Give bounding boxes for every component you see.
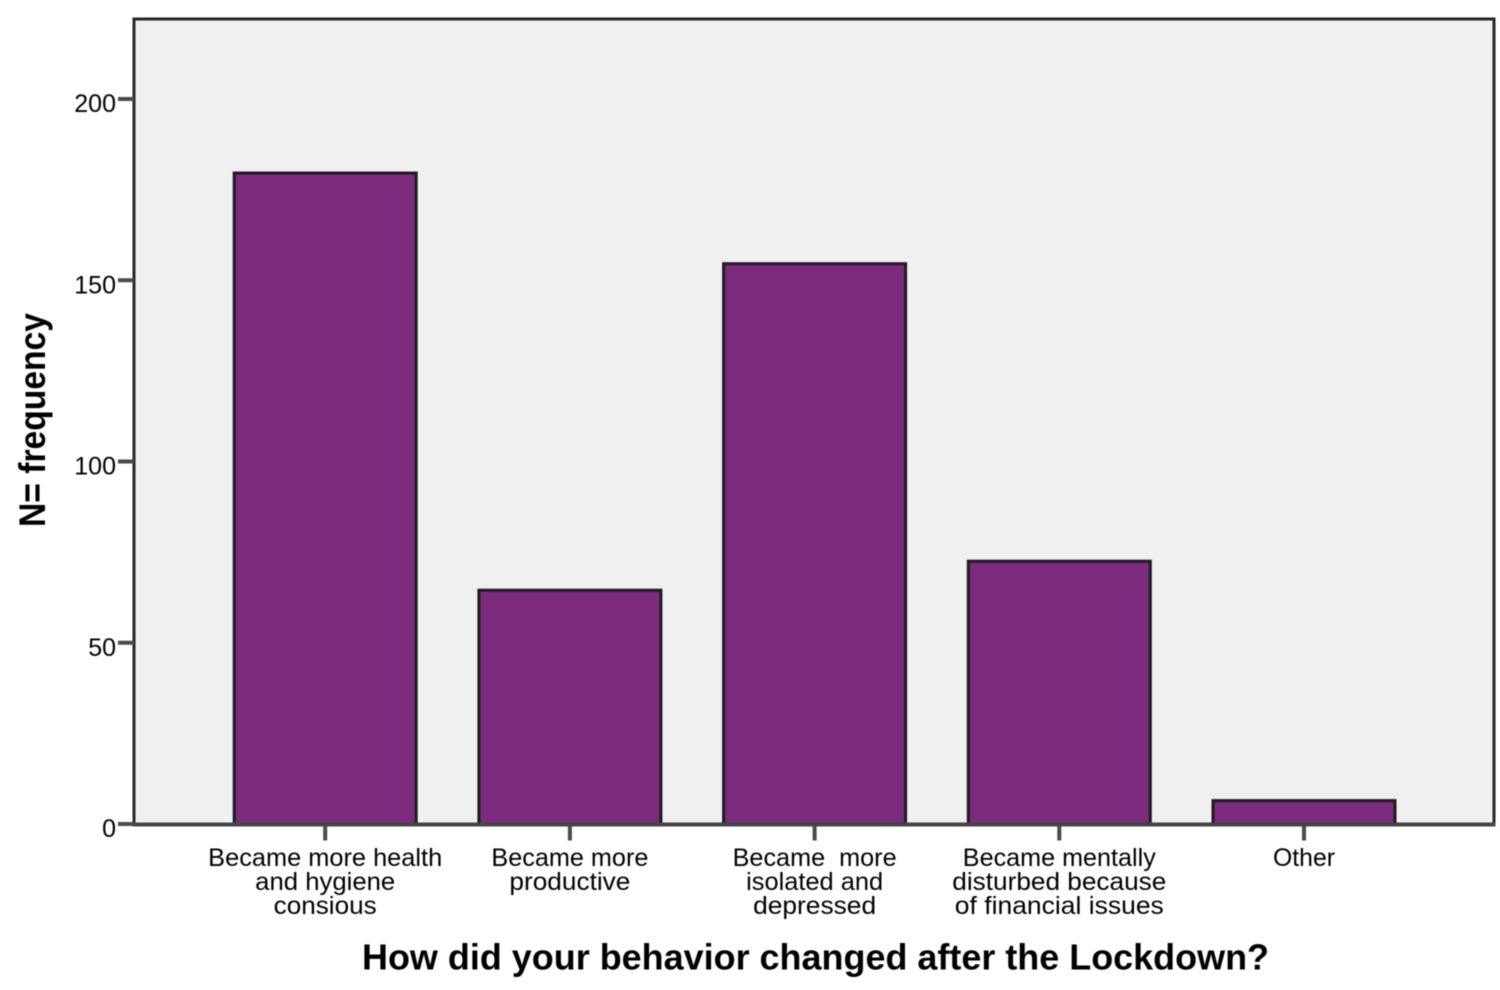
svg-text:N= frequency: N= frequency — [12, 313, 53, 527]
svg-text:Became more health: Became more health — [208, 844, 442, 872]
svg-text:0: 0 — [102, 815, 116, 843]
svg-text:200: 200 — [74, 90, 116, 118]
svg-text:consious: consious — [274, 892, 377, 920]
svg-text:How did your behavior changed: How did your behavior changed after the … — [362, 937, 1269, 978]
svg-text:productive: productive — [509, 868, 630, 896]
svg-text:disturbed because: disturbed because — [952, 868, 1166, 896]
svg-text:50: 50 — [88, 634, 116, 662]
svg-text:150: 150 — [74, 271, 116, 299]
svg-text:Became more: Became more — [491, 844, 648, 872]
svg-text:100: 100 — [74, 453, 116, 481]
svg-text:Other: Other — [1273, 844, 1335, 872]
svg-text:Became more: Became more — [733, 844, 897, 872]
svg-text:Became mentally: Became mentally — [963, 844, 1157, 872]
svg-text:depressed: depressed — [753, 892, 876, 920]
svg-text:and hygiene: and hygiene — [255, 868, 395, 896]
svg-text:of financial issues: of financial issues — [955, 892, 1164, 920]
svg-text:isolated and: isolated and — [746, 868, 883, 896]
